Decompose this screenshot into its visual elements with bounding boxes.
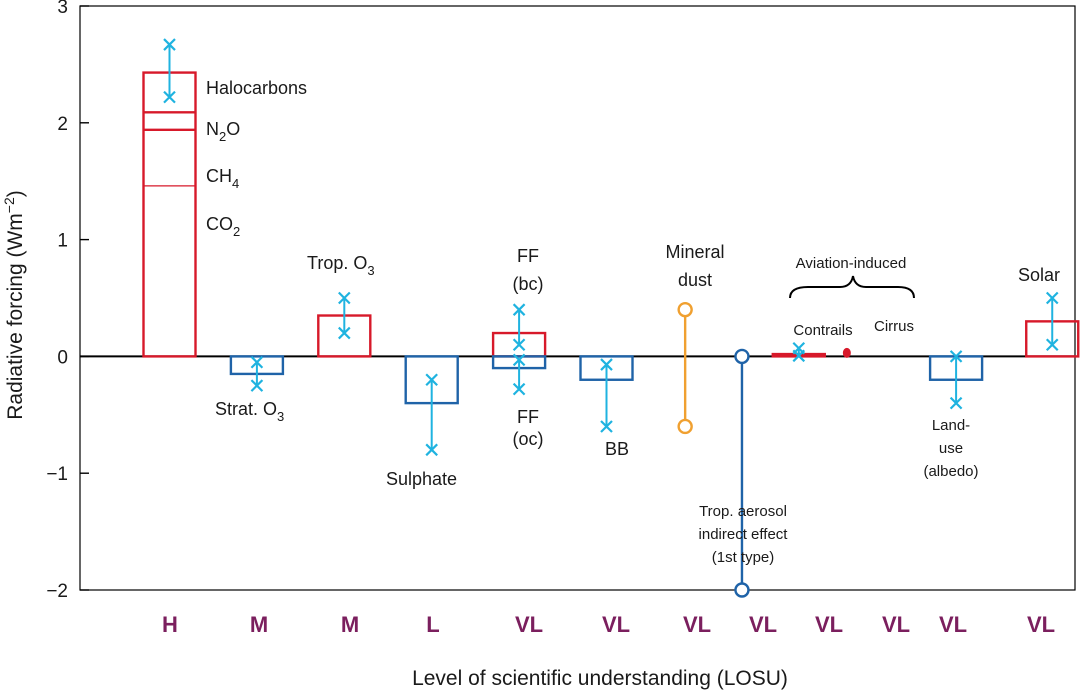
mineral-dust-label-line2: dust xyxy=(678,270,712,290)
y-axis-title: Radiative forcing (Wm−2) xyxy=(1,190,27,420)
cirrus-point xyxy=(842,347,851,358)
solar-error-cross xyxy=(1045,338,1059,351)
bars-group xyxy=(142,71,1080,405)
strat-o3-error-cross xyxy=(250,379,264,392)
bb-error-cross xyxy=(600,358,613,371)
solar-error-cross xyxy=(1045,291,1059,305)
losu-label: VL xyxy=(749,612,777,637)
trop-aerosol-label-line3: (1st type) xyxy=(712,549,775,566)
ff-oc-label-line2: (oc) xyxy=(513,429,544,449)
strat-o3-label: Strat. O3 xyxy=(215,399,284,424)
category-labels-group: Halocarbons N2O CH4 CO2 Trop. O3 Strat. … xyxy=(206,78,1060,566)
trop-o3-label: Trop. O3 xyxy=(307,253,375,278)
trop-aerosol-indirect-range-end xyxy=(734,348,750,365)
co2-label: CO2 xyxy=(206,214,240,239)
y-tick-label: 3 xyxy=(57,0,68,18)
sulphate-error-cross xyxy=(425,373,438,387)
ch4-label: CH4 xyxy=(206,166,239,191)
bb-error-cross xyxy=(600,420,613,433)
y-tick-label: −2 xyxy=(46,581,68,602)
axes-group: 3 2 1 0 −1 −2 xyxy=(46,0,1076,602)
losu-label: VL xyxy=(939,612,967,637)
bb-label: BB xyxy=(605,439,629,459)
plot-frame xyxy=(79,5,1076,591)
losu-label: L xyxy=(426,612,439,637)
losu-label: VL xyxy=(683,612,711,637)
ff-oc-label-line1: FF xyxy=(517,407,539,427)
halocarbons-label: Halocarbons xyxy=(206,78,307,98)
ff-bc-error-cross xyxy=(512,303,526,316)
cirrus-label: Cirrus xyxy=(874,318,914,335)
y-tick-label: 2 xyxy=(57,114,68,135)
ff-bc-label-line1: FF xyxy=(517,246,539,266)
mineral-dust-range-end xyxy=(677,418,693,435)
ff-bc-label-line2: (bc) xyxy=(513,274,544,294)
x-axis-title: Level of scientific understanding (LOSU) xyxy=(412,667,788,690)
ghg-error-cross xyxy=(163,38,176,51)
ghg-stacked-bar xyxy=(142,71,197,358)
land-use-label-line3: (albedo) xyxy=(923,463,978,480)
y-tick-label: 0 xyxy=(57,347,68,368)
losu-label: VL xyxy=(515,612,543,637)
losu-label: M xyxy=(250,612,268,637)
losu-labels-group: H M M L VL VL VL VL VL VL VL VL xyxy=(162,612,1055,637)
ff-oc-error-cross xyxy=(512,353,526,367)
mineral-dust-label-line1: Mineral xyxy=(665,242,724,262)
n2o-label: N2O xyxy=(206,119,240,144)
trop-aerosol-label-line2: indirect effect xyxy=(699,526,789,543)
land-use-label-line2: use xyxy=(939,440,963,457)
losu-label: VL xyxy=(602,612,630,637)
axis-titles: Radiative forcing (Wm−2) Level of scient… xyxy=(1,190,788,690)
aviation-label: Aviation-induced xyxy=(796,255,907,272)
aviation-brace xyxy=(789,275,915,299)
losu-label: VL xyxy=(1027,612,1055,637)
contrails-error-cross xyxy=(792,341,806,355)
error-bars-group xyxy=(163,38,1059,598)
y-tick-label: 1 xyxy=(57,231,68,252)
losu-label: VL xyxy=(882,612,910,637)
sulphate-label: Sulphate xyxy=(386,469,457,489)
losu-label: VL xyxy=(815,612,843,637)
y-tick-label: −1 xyxy=(46,464,68,485)
trop-o3-error-cross xyxy=(338,326,351,340)
land-use-label-line1: Land- xyxy=(932,417,970,434)
ghg-error-cross xyxy=(163,90,176,104)
sulphate-error-cross xyxy=(425,443,438,457)
ff-bc-error-cross xyxy=(512,338,526,351)
losu-label: M xyxy=(341,612,359,637)
contrails-label: Contrails xyxy=(793,322,852,339)
land-use-error-cross xyxy=(949,396,963,410)
strat-o3-error-cross xyxy=(250,355,264,369)
trop-aerosol-indirect-range-end xyxy=(734,582,750,598)
solar-label: Solar xyxy=(1018,265,1060,285)
trop-o3-error-cross xyxy=(338,291,351,305)
ff-oc-error-cross xyxy=(512,382,526,396)
mineral-dust-range-end xyxy=(677,301,693,318)
losu-label: H xyxy=(162,612,178,637)
trop-aerosol-label-line1: Trop. aerosol xyxy=(699,503,787,520)
land-use-error-cross xyxy=(949,350,963,363)
